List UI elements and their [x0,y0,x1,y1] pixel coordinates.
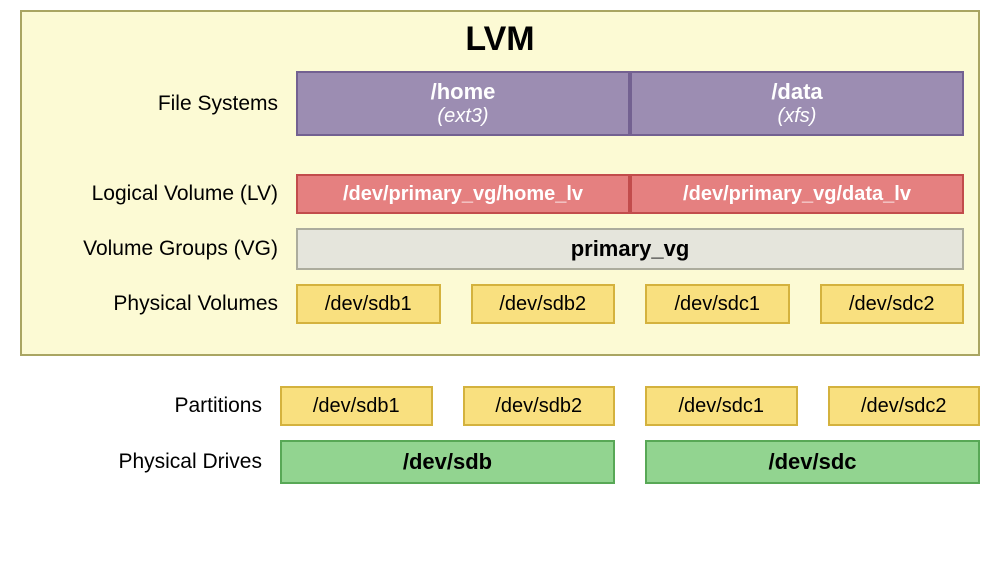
fs-home: /home (ext3) [296,71,630,136]
part-sdb1: /dev/sdb1 [280,386,433,426]
pv-sdb2: /dev/sdb2 [471,284,616,324]
pv-label: Physical Volumes [36,284,296,324]
lv-home: /dev/primary_vg/home_lv [296,174,630,214]
lv-label: Logical Volume (LV) [36,174,296,214]
drives-row: Physical Drives /dev/sdb /dev/sdc [20,440,980,484]
partitions-row: Partitions /dev/sdb1 /dev/sdb2 /dev/sdc1… [20,386,980,426]
fs-data-type: (xfs) [778,105,817,128]
pv-sdc2: /dev/sdc2 [820,284,965,324]
part-sdb2: /dev/sdb2 [463,386,616,426]
part-sdc2: /dev/sdc2 [828,386,981,426]
partitions-label: Partitions [20,386,280,426]
vg-primary: primary_vg [296,228,964,270]
pv-sdb1: /dev/sdb1 [296,284,441,324]
vg-row: Volume Groups (VG) primary_vg [36,228,964,270]
filesystems-row: File Systems /home (ext3) /data (xfs) [36,71,964,136]
lvm-title: LVM [36,20,964,59]
fs-data-mount: /data [771,79,822,105]
lv-row: Logical Volume (LV) /dev/primary_vg/home… [36,174,964,214]
lvm-container: LVM File Systems /home (ext3) /data (xfs… [20,10,980,356]
pv-row: Physical Volumes /dev/sdb1 /dev/sdb2 /de… [36,284,964,324]
vg-label: Volume Groups (VG) [36,228,296,270]
pv-sdc1: /dev/sdc1 [645,284,790,324]
lv-data: /dev/primary_vg/data_lv [630,174,964,214]
drives-label: Physical Drives [20,440,280,484]
drive-sdc: /dev/sdc [645,440,980,484]
fs-data: /data (xfs) [630,71,964,136]
filesystems-label: File Systems [36,71,296,136]
fs-home-mount: /home [431,79,496,105]
fs-home-type: (ext3) [437,105,488,128]
part-sdc1: /dev/sdc1 [645,386,798,426]
drive-sdb: /dev/sdb [280,440,615,484]
